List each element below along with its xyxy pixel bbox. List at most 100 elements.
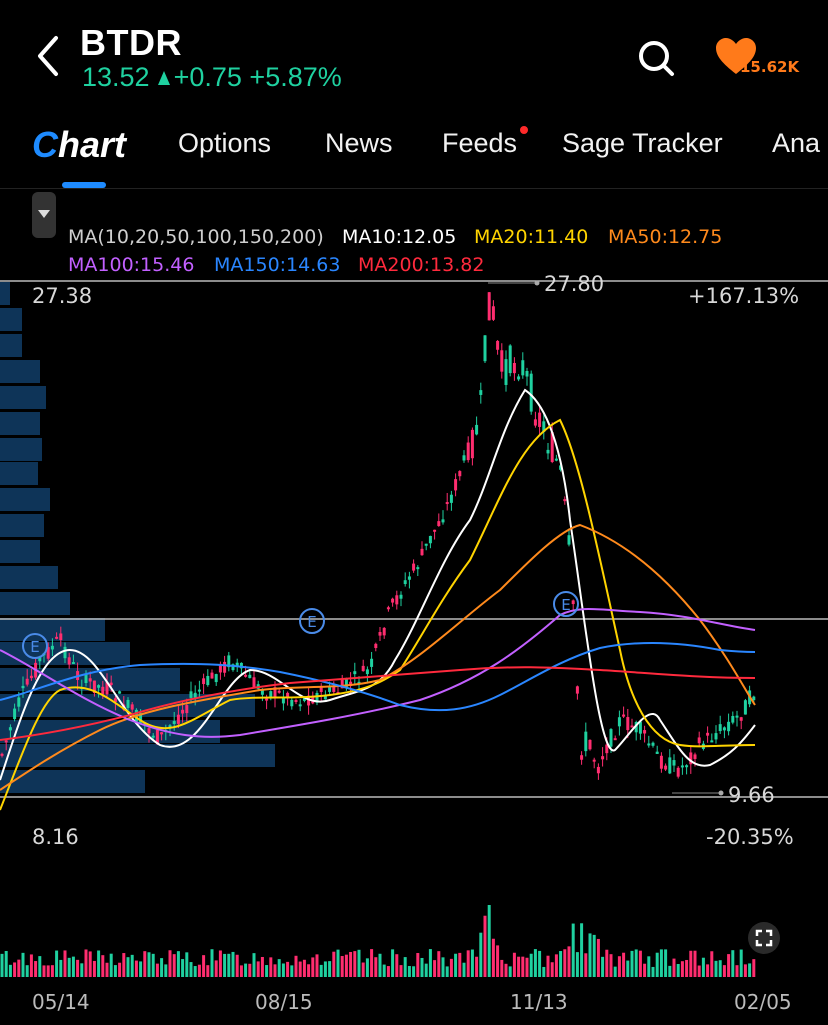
volume-bar	[386, 966, 390, 977]
volume-bar	[752, 959, 756, 977]
volume-bar	[626, 960, 630, 977]
volume-bar	[151, 953, 155, 977]
candle-body	[559, 465, 563, 470]
earnings-marker[interactable]: E	[299, 608, 325, 634]
candle-body	[664, 765, 668, 770]
volume-bar	[122, 953, 126, 977]
volume-bar	[344, 954, 348, 977]
caret-down-icon[interactable]	[32, 192, 56, 238]
candle-body	[332, 686, 336, 692]
volume-bar	[17, 959, 21, 977]
volume-bar	[298, 961, 302, 977]
tab-chart-prefix: C	[32, 124, 58, 165]
candle-body	[248, 674, 252, 679]
volume-bar	[214, 960, 218, 977]
earnings-marker[interactable]: E	[553, 591, 579, 617]
expand-icon[interactable]	[748, 922, 780, 954]
candle-body	[281, 697, 285, 704]
volume-bar	[710, 951, 714, 977]
volume-bar	[424, 963, 428, 977]
volume-bar	[88, 951, 92, 977]
volume-bar	[42, 965, 46, 977]
volume-bar	[533, 949, 537, 977]
candle-body	[470, 429, 474, 459]
volume-bar	[260, 956, 264, 977]
volume-bar	[126, 957, 130, 977]
volume-bar	[588, 933, 592, 977]
candle-body	[105, 682, 109, 695]
earnings-marker[interactable]: E	[22, 633, 48, 659]
candle-body	[370, 658, 374, 667]
volume-bar	[672, 958, 676, 977]
candle-body	[218, 663, 222, 673]
candle-body	[155, 729, 159, 745]
volume-bar	[441, 957, 445, 977]
volume-bars	[0, 905, 756, 977]
candle-body	[739, 717, 743, 721]
tab-options[interactable]: Options	[178, 128, 272, 158]
candle-body	[428, 535, 432, 544]
volume-bar	[454, 953, 458, 977]
ma10-value: MA10:12.05	[342, 226, 457, 248]
volume-bar	[269, 957, 273, 977]
volume-bar	[357, 949, 361, 977]
volume-bar	[244, 963, 248, 977]
volume-bar	[193, 966, 197, 977]
volume-bar	[227, 953, 231, 977]
volume-bar	[630, 950, 634, 977]
volume-bar	[378, 953, 382, 977]
volume-bar	[517, 956, 521, 977]
candle-body	[735, 715, 739, 718]
volume-profile-bar	[0, 720, 220, 743]
tab-news[interactable]: News	[325, 128, 393, 158]
search-icon[interactable]	[636, 38, 676, 78]
chevron-left-icon[interactable]	[34, 34, 64, 78]
candle-body	[189, 691, 193, 698]
volume-bar	[508, 966, 512, 977]
tab-analysis[interactable]: Ana	[772, 128, 821, 158]
volume-profile-bar	[0, 282, 10, 305]
tab-feeds[interactable]: Feeds	[442, 128, 518, 158]
candle-body	[538, 412, 542, 427]
volume-bar	[563, 949, 567, 977]
volume-bar	[748, 963, 752, 977]
ma-config[interactable]: MA(10,20,50,100,150,200)	[68, 226, 324, 248]
volume-bar	[185, 952, 189, 977]
tab-sage-tracker[interactable]: Sage Tracker	[562, 128, 723, 158]
volume-bar	[286, 961, 290, 977]
volume-bar	[706, 964, 710, 977]
ma100-value: MA100:15.46	[68, 254, 195, 276]
heart-icon[interactable]	[714, 36, 758, 76]
volume-bar	[529, 953, 533, 977]
candle-body	[622, 714, 626, 717]
volume-bar	[147, 952, 151, 977]
volume-bar	[63, 950, 67, 977]
volume-bar	[567, 946, 571, 977]
volume-bar	[659, 949, 663, 977]
ticker-symbol: BTDR	[80, 22, 182, 63]
volume-bar	[13, 962, 17, 977]
candle-body	[269, 691, 273, 699]
candle-body	[8, 727, 12, 731]
volume-bar	[575, 952, 579, 977]
candle-body	[340, 679, 344, 689]
candle-body	[344, 678, 348, 688]
volume-bar	[638, 950, 642, 977]
candle-body	[55, 636, 59, 639]
volume-bar	[731, 950, 735, 977]
tab-chart[interactable]: Chart	[32, 124, 126, 166]
candle-body	[277, 690, 281, 693]
candle-body	[319, 686, 323, 693]
candle-body	[4, 740, 8, 743]
volume-bar	[235, 954, 239, 977]
candle-body	[718, 724, 722, 732]
candle-body	[454, 479, 458, 491]
up-arrow-icon	[157, 71, 170, 85]
candle-body	[349, 681, 353, 687]
candle-body	[437, 521, 441, 527]
candle-body	[227, 655, 231, 668]
price-quote: 13.52 +0.75 +5.87%	[82, 62, 342, 93]
volume-bar	[252, 953, 256, 977]
volume-bar	[361, 962, 365, 977]
